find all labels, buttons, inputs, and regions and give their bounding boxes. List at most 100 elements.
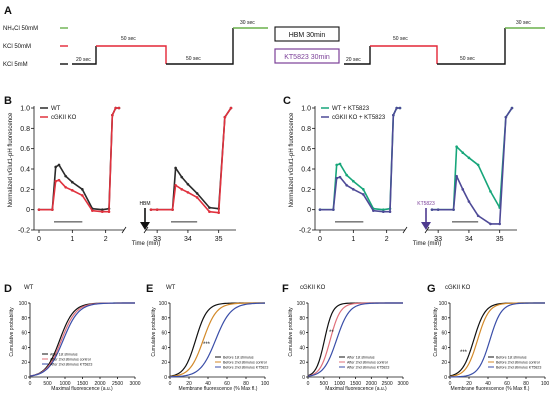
cdf-curve <box>449 302 546 378</box>
axes-c: -0.2 0 0.2 0.4 0.6 0.8 1.0 0 1 2 33 34 35 <box>299 106 517 243</box>
data-point <box>171 208 174 211</box>
series-line <box>320 107 400 213</box>
x-axis-label: Maximal fluorescence (a.u.) <box>325 386 387 392</box>
y-tick-label: 0.8 <box>20 126 30 133</box>
x-tick-label: 40 <box>485 381 491 387</box>
data-point <box>64 174 67 178</box>
down-arrow-icon <box>421 208 431 230</box>
protocol-step-kcl5-1 <box>72 46 97 65</box>
data-point <box>455 145 458 148</box>
data-point <box>382 208 385 211</box>
duration-label: 50 sec <box>121 36 136 42</box>
series-line <box>320 107 400 211</box>
data-point <box>180 175 184 179</box>
y-axis-label: Normalized vGlut1-pH fluorescence <box>8 112 14 207</box>
x-tick-label: 1 <box>70 236 74 243</box>
data-point <box>186 182 190 186</box>
panel-c: C Normalized vGlut1-pH fluorescence -0.2… <box>283 95 517 247</box>
data-point <box>64 186 67 189</box>
y-tick-label: 0.6 <box>20 146 30 153</box>
kt5823-box <box>274 48 340 64</box>
y-tick-label: 40 <box>21 345 27 351</box>
x-tick-label: 1000 <box>59 381 70 387</box>
data-point <box>117 106 121 110</box>
x-tick-label: 0 <box>37 236 41 243</box>
y-axis-label: Cumulative probability <box>288 307 294 357</box>
panel-e: E WT Cumulative probability 0 20 40 60 80 100… <box>146 283 269 392</box>
data-point <box>186 191 190 194</box>
x-axis-label: Membrane fluorescence (% Max fl.) <box>179 386 258 392</box>
data-point <box>476 163 480 167</box>
axis-break-mark <box>424 226 430 234</box>
panel-a: A NH₄Cl 50mM KCl 50mM KCl 5mM 20 sec 50 … <box>3 5 545 68</box>
x-tick-label: 0 <box>169 381 172 387</box>
y-tick-label: 0 <box>26 207 30 214</box>
data-point <box>217 211 220 215</box>
y-axis-label: Cumulative probability <box>9 307 15 357</box>
y-tick-label: -0.2 <box>299 228 311 235</box>
series-line <box>432 107 513 225</box>
y-tick-label: 100 <box>159 301 168 307</box>
x-tick-label: 0 <box>318 236 322 243</box>
data-point <box>195 192 199 195</box>
axes-e: 0 20 40 60 80 100 0 20 40 60 80 100 <box>159 301 270 387</box>
data-point <box>208 206 211 209</box>
x-tick-label: 100 <box>261 381 270 387</box>
data-point <box>57 178 61 182</box>
data-point <box>504 115 508 119</box>
y-tick-label: 80 <box>161 316 167 322</box>
x-tick-label: 80 <box>243 381 249 387</box>
data-point <box>54 179 57 183</box>
legend-entry: cGKII KO <box>51 115 77 121</box>
x-tick-label: 500 <box>43 381 52 387</box>
y-axis-label: Cumulative probability <box>151 307 157 357</box>
data-point <box>101 208 104 211</box>
x-tick-label: 0 <box>307 381 310 387</box>
x-tick-label: 2500 <box>112 381 123 387</box>
legend-entry: After 1st stimulus <box>50 352 78 356</box>
x-tick-label: 100 <box>541 381 550 387</box>
y-tick-label: 100 <box>297 301 306 307</box>
y-axis-label: Normalized vGlut1-pH fluorescence <box>289 112 295 207</box>
data-point <box>149 208 153 211</box>
data-point <box>395 106 398 110</box>
series-line <box>151 107 232 214</box>
protocol-label-kcl50: KCl 50mM <box>3 44 31 50</box>
axis-break-mark <box>121 226 127 234</box>
y-tick-label: 0 <box>307 207 311 214</box>
y-tick-label: 100 <box>439 301 448 307</box>
y-tick-label: 40 <box>299 345 305 351</box>
data-point <box>195 196 199 199</box>
duration-label: 20 sec <box>346 57 361 63</box>
protocol-step-kcl50-2 <box>370 45 438 64</box>
panel-title: WT <box>24 285 34 291</box>
panel-label-c: C <box>283 95 291 107</box>
axis-break-mark <box>402 226 408 234</box>
data-point <box>461 188 465 191</box>
y-tick-label: 80 <box>21 316 27 322</box>
cdf-curve <box>169 302 266 378</box>
data-point <box>223 115 227 119</box>
data-point <box>467 200 471 203</box>
data-point <box>362 188 365 191</box>
data-point <box>174 166 177 170</box>
axes-b: -0.2 0 0.2 0.4 0.6 0.8 1.0 0 1 2 33 34 35 <box>18 106 236 243</box>
y-tick-label: 100 <box>19 301 28 307</box>
protocol-label-kcl5: KCl 5mM <box>3 62 28 68</box>
data-point <box>345 183 348 187</box>
x-tick-label: 2000 <box>366 381 377 387</box>
legend-entry: WT <box>51 106 61 112</box>
x-axis-label: Time (min) <box>132 241 160 247</box>
data-point <box>392 113 395 117</box>
y-tick-label: 0.8 <box>301 126 311 133</box>
x-axis-label: Time (min) <box>413 241 441 247</box>
y-tick-label: 0 <box>444 375 447 381</box>
duration-label: 50 sec <box>393 36 408 42</box>
data-point <box>388 210 392 213</box>
